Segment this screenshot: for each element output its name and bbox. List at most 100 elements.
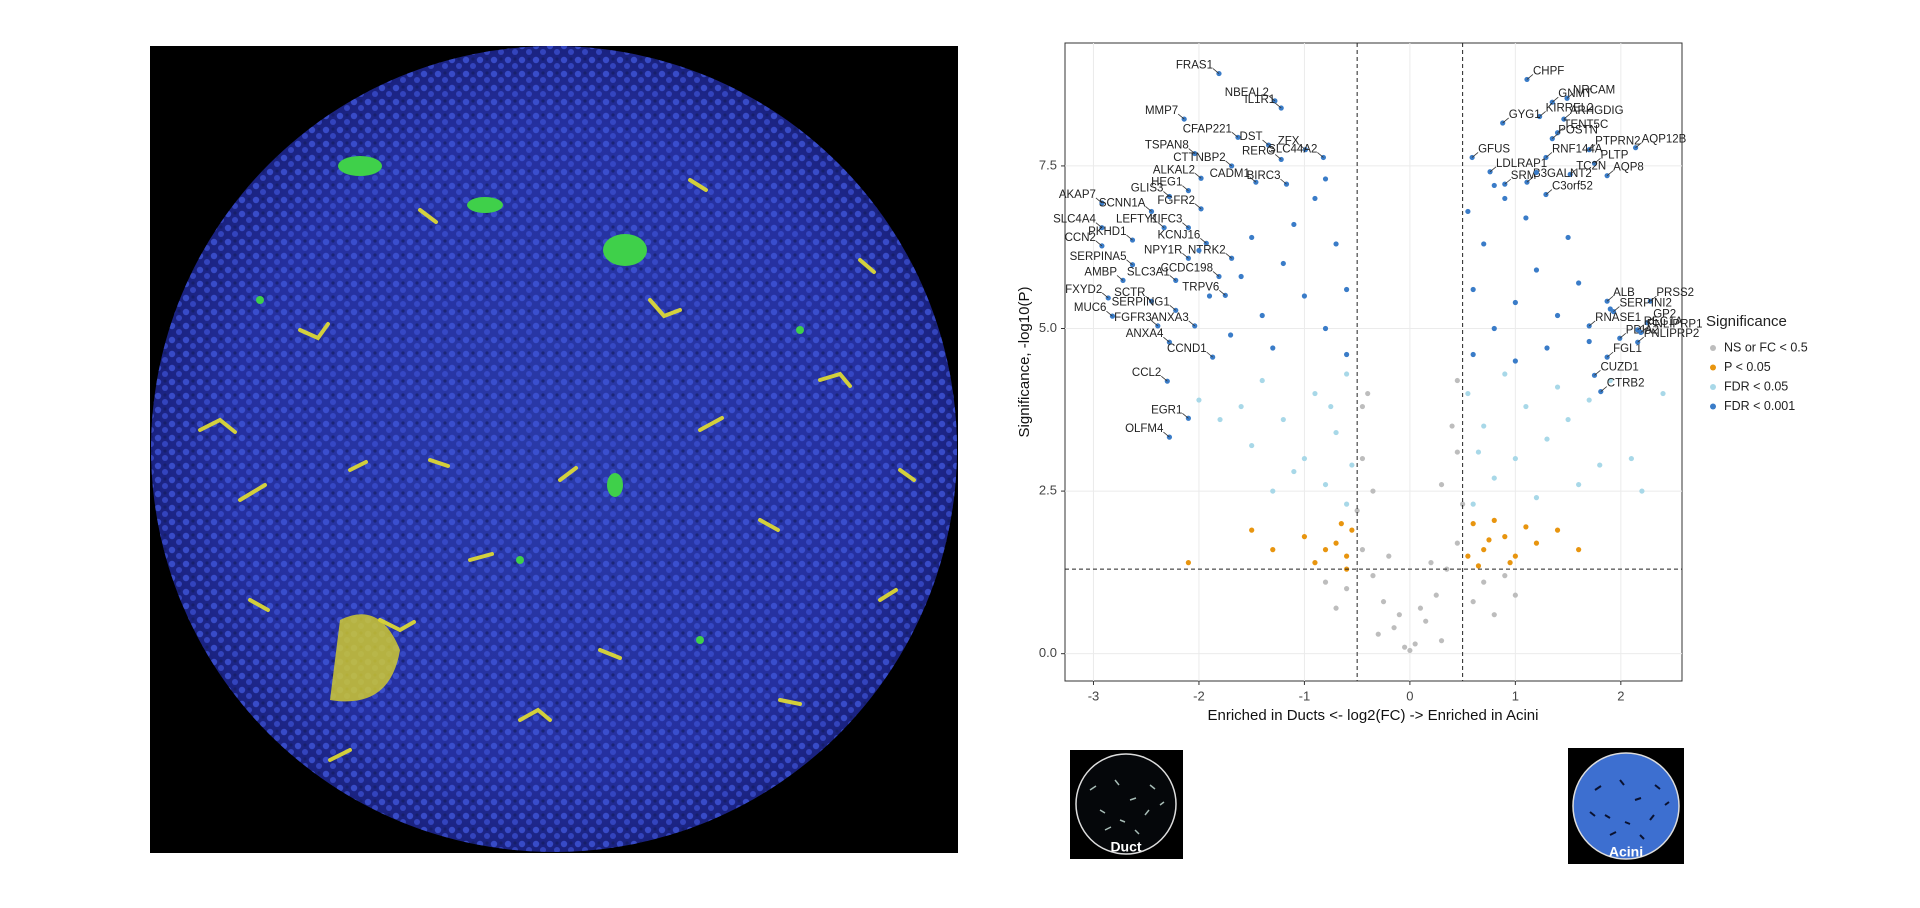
- label-connector: [1163, 191, 1170, 197]
- gene-label: SLC3A1: [1127, 266, 1170, 278]
- gene-label: KIFC3: [1150, 214, 1183, 226]
- point: [1491, 475, 1497, 481]
- point: [1322, 325, 1329, 332]
- label-connector: [1231, 131, 1239, 138]
- label-connector: [1640, 327, 1648, 333]
- gene-label: CCND1: [1167, 343, 1207, 355]
- label-connector: [1299, 144, 1306, 150]
- gene-label: CUZD1: [1600, 361, 1638, 373]
- gene-label: SCTR: [1114, 287, 1145, 299]
- gene-label: FGFR3: [1114, 312, 1152, 324]
- gene-label: MUC6: [1074, 302, 1107, 314]
- label-connector: [1188, 148, 1195, 154]
- label-connector: [1182, 252, 1189, 259]
- gene-label: ANXA3: [1151, 312, 1189, 324]
- point: [1628, 455, 1634, 462]
- point: [1344, 501, 1350, 507]
- gene-label: NBEAL2: [1225, 87, 1269, 99]
- label-connector: [1249, 176, 1257, 183]
- gene-label: NTRK2: [1188, 244, 1226, 256]
- legend-label: FDR < 0.001: [1724, 399, 1795, 413]
- point: [1449, 423, 1455, 429]
- point: [1370, 488, 1376, 494]
- point: [1391, 625, 1397, 631]
- point: [1523, 215, 1529, 221]
- label-connector: [1219, 290, 1226, 296]
- y-tick-label: 7.5: [1039, 157, 1057, 172]
- label-connector: [1145, 295, 1152, 302]
- point: [1470, 501, 1476, 507]
- point: [1512, 553, 1518, 559]
- label-connector: [1206, 351, 1213, 358]
- label-connector: [1116, 275, 1124, 281]
- gene-label: SLC44A2: [1268, 143, 1317, 155]
- point: [1554, 384, 1561, 390]
- legend-marker: [1710, 364, 1716, 371]
- x-axis-title: Enriched in Ducts <- log2(FC) -> Enriche…: [1208, 707, 1539, 724]
- gene-label: FGFR2: [1157, 195, 1195, 207]
- gene-label: CADM1: [1210, 168, 1250, 180]
- point: [1454, 540, 1460, 546]
- label-connector: [1600, 386, 1608, 392]
- x-tick-label: -1: [1299, 688, 1311, 703]
- point: [1402, 644, 1408, 650]
- x-tick-label: 2: [1617, 688, 1624, 703]
- gene-label: TSPAN8: [1145, 140, 1189, 152]
- point: [1554, 312, 1561, 319]
- gene-label: OLFM4: [1125, 423, 1164, 435]
- point: [1576, 280, 1582, 286]
- point: [1280, 416, 1286, 423]
- point: [1322, 547, 1329, 553]
- point: [1533, 494, 1540, 501]
- point: [1491, 182, 1497, 189]
- point: [1491, 612, 1497, 618]
- label-connector: [1126, 234, 1133, 241]
- label-connector: [1200, 238, 1207, 244]
- gene-label: KCNJ16: [1158, 229, 1201, 241]
- point: [1412, 641, 1418, 647]
- point: [1533, 169, 1540, 176]
- label-connector: [1163, 336, 1170, 343]
- point: [1238, 403, 1244, 410]
- point: [1344, 286, 1350, 293]
- point: [1512, 358, 1518, 364]
- point: [1328, 403, 1334, 410]
- label-connector: [1471, 152, 1479, 158]
- point: [1470, 351, 1476, 358]
- point: [1322, 579, 1329, 585]
- point: [1270, 345, 1276, 351]
- gene-label: KIRREL2: [1546, 103, 1594, 115]
- point: [1365, 390, 1371, 397]
- point: [1491, 517, 1497, 523]
- label-connector: [1489, 166, 1497, 173]
- point: [1344, 371, 1350, 377]
- gene-label: B3GALNT2: [1533, 168, 1592, 180]
- point: [1375, 631, 1381, 637]
- gene-label: C3orf52: [1552, 181, 1593, 193]
- microscopy-image: [150, 46, 958, 853]
- legend-label: NS or FC < 0.5: [1724, 340, 1808, 354]
- y-tick-label: 5.0: [1039, 320, 1057, 335]
- label-connector: [1317, 152, 1324, 158]
- point: [1359, 455, 1366, 462]
- point: [1291, 221, 1297, 228]
- legend-label: FDR < 0.05: [1724, 379, 1788, 393]
- label-connector: [1262, 139, 1269, 146]
- y-axis-title: Significance, -log10(P): [1016, 287, 1033, 438]
- label-connector: [1588, 144, 1596, 150]
- label-connector: [1504, 178, 1512, 185]
- point: [1465, 390, 1471, 397]
- point: [1465, 208, 1471, 215]
- point: [1249, 527, 1255, 533]
- point: [1607, 377, 1613, 384]
- gene-label: ALKAL2: [1153, 164, 1195, 176]
- point: [1502, 371, 1508, 377]
- label-connector: [1606, 295, 1614, 302]
- point: [1270, 488, 1276, 494]
- gene-label: ANXA4: [1126, 328, 1164, 340]
- point: [1554, 527, 1561, 533]
- point: [1312, 195, 1318, 202]
- gene-label: ARHGDIG: [1570, 105, 1624, 117]
- label-connector: [1188, 320, 1195, 327]
- label-connector: [1280, 178, 1287, 185]
